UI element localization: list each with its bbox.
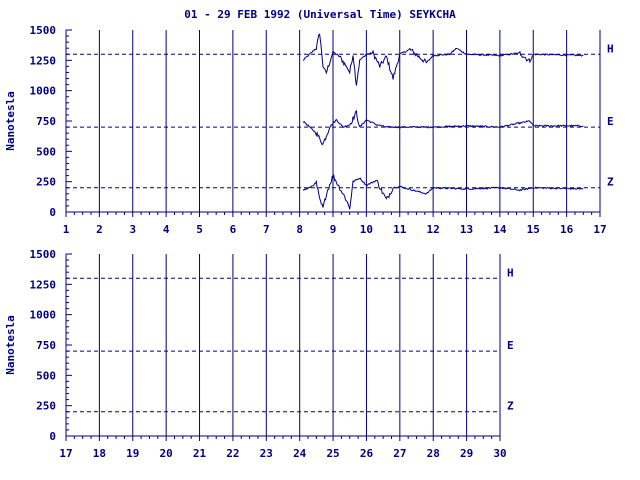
x-tick-label: 20 <box>160 447 173 460</box>
x-tick-label: 26 <box>360 447 374 460</box>
x-tick-label: 4 <box>163 223 170 236</box>
y-tick-label: 1500 <box>30 248 57 261</box>
y-tick-label: 0 <box>49 430 56 443</box>
y-axis-label: Nanotesla <box>4 315 17 375</box>
y-axis-label: Nanotesla <box>4 91 17 151</box>
trace-e <box>302 109 584 146</box>
x-tick-label: 3 <box>129 223 136 236</box>
x-tick-label: 27 <box>393 447 406 460</box>
x-tick-label: 10 <box>360 223 373 236</box>
x-tick-label: 30 <box>493 447 506 460</box>
x-tick-label: 11 <box>393 223 407 236</box>
y-tick-label: 1250 <box>30 278 57 291</box>
x-tick-label: 13 <box>460 223 473 236</box>
x-tick-label: 19 <box>126 447 139 460</box>
baseline-label-h: H <box>607 42 614 55</box>
y-tick-label: 500 <box>36 369 56 382</box>
baseline-label-e: E <box>507 339 514 352</box>
baseline-label-z: Z <box>607 176 614 189</box>
y-tick-label: 500 <box>36 145 56 158</box>
x-tick-label: 5 <box>196 223 203 236</box>
x-tick-label: 12 <box>427 223 440 236</box>
y-tick-label: 1500 <box>30 24 57 37</box>
baseline-label-z: Z <box>507 400 514 413</box>
x-tick-label: 9 <box>330 223 337 236</box>
x-tick-label: 18 <box>93 447 106 460</box>
x-tick-label: 15 <box>527 223 540 236</box>
y-tick-label: 250 <box>36 176 56 189</box>
baseline-label-h: H <box>507 266 514 279</box>
x-tick-label: 16 <box>560 223 574 236</box>
y-tick-label: 750 <box>36 339 56 352</box>
x-tick-label: 17 <box>59 447 72 460</box>
y-tick-label: 250 <box>36 400 56 413</box>
x-tick-label: 8 <box>296 223 303 236</box>
x-tick-label: 1 <box>63 223 70 236</box>
x-tick-label: 2 <box>96 223 103 236</box>
y-tick-label: 1000 <box>30 309 57 322</box>
x-tick-label: 7 <box>263 223 270 236</box>
x-tick-label: 28 <box>427 447 440 460</box>
chart-panel-1: 1 2 3 4 5 6 7 8 9 10 11 12 13 14 15 16 17025050075010001… <box>4 24 614 236</box>
chart-title: 01 - 29 FEB 1992 (Universal Time) SEYKCH… <box>184 8 456 21</box>
y-tick-label: 1000 <box>30 85 57 98</box>
x-tick-label: 29 <box>460 447 473 460</box>
x-tick-label: 25 <box>326 447 339 460</box>
x-tick-label: 22 <box>226 447 239 460</box>
y-tick-label: 750 <box>36 115 56 128</box>
chart-panel-2: 17 18 19 20 21 22 23 24 25 26 27 28 29 30 0 250 500 750 10… <box>4 248 514 460</box>
baseline-label-e: E <box>607 115 614 128</box>
y-tick-label: 1250 <box>30 54 57 67</box>
x-tick-label: 24 <box>293 447 307 460</box>
x-tick-label: 17 <box>593 223 606 236</box>
trace-h <box>302 33 584 86</box>
x-tick-label: 23 <box>260 447 273 460</box>
trace-z <box>302 174 584 210</box>
x-tick-label: 21 <box>193 447 207 460</box>
x-tick-label: 14 <box>493 223 507 236</box>
x-tick-label: 6 <box>230 223 237 236</box>
y-tick-label: 0 <box>49 206 56 219</box>
